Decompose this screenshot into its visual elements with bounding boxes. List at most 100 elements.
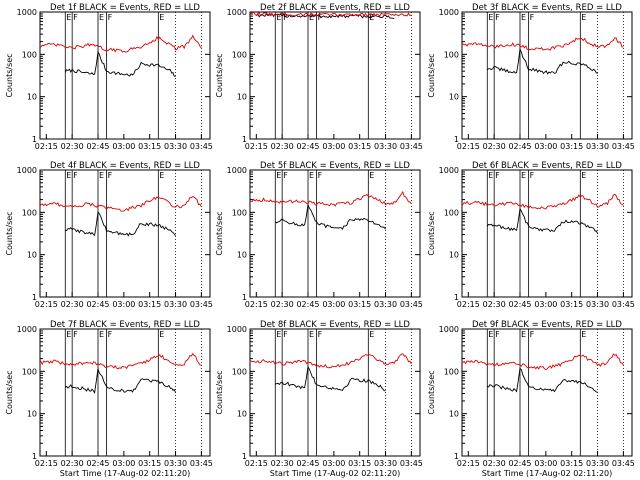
y-tick-label: 100 [22,208,37,217]
interval-marker-label: E [99,171,104,180]
interval-marker-label: F [530,171,535,180]
lld-series-line [249,353,412,369]
plot-frame [249,328,421,457]
interval-marker-label: E [309,13,314,22]
interval-marker-label: E [276,13,281,22]
y-tick-label: 100 [22,367,37,376]
y-tick-label: 100 [444,367,459,376]
interval-marker-label: F [318,13,323,22]
y-tick-label: 1 [242,135,247,144]
x-tick-label: 03:15 [138,142,161,151]
interval-marker-label: E [369,13,374,22]
interval-marker-label: E [159,13,164,22]
interval-marker-label: F [73,330,78,339]
y-tick-label: 10 [27,251,37,260]
y-tick-label: 1000 [227,166,247,175]
lld-series-line [461,37,624,51]
panel-title: Det 6f BLACK = Events, RED = LLD [472,161,622,171]
y-tick-label: 10 [449,410,459,419]
x-tick-label: 02:45 [508,459,531,468]
y-tick-label: 100 [232,208,247,217]
x-tick-label: 03:00 [322,459,345,468]
x-tick-label: 03:15 [138,459,161,468]
x-tick-label: 03:30 [164,142,187,151]
x-tick-label: 03:30 [374,459,397,468]
x-tick-label: 02:45 [86,459,109,468]
x-axis-label: Start Time (17-Aug-02 02:11:20) [482,469,613,478]
events-series-line [65,210,176,237]
chart-panel-8: Det 8f BLACK = Events, RED = LLD 1 10 100 10… [215,320,423,478]
interval-marker-label: E [521,330,526,339]
x-tick-label: 02:30 [271,459,294,468]
interval-marker-label: E [521,13,526,22]
x-tick-label: 03:30 [586,459,609,468]
panel-title: Det 8f BLACK = Events, RED = LLD [260,320,410,330]
y-axis-label: Counts/sec [215,53,224,97]
x-tick-label: 03:00 [112,142,135,151]
interval-marker-label: E [488,13,493,22]
y-tick-label: 100 [232,50,247,59]
x-tick-label: 03:00 [112,459,135,468]
interval-marker-label: E [66,13,71,22]
x-tick-label: 03:45 [190,459,213,468]
x-tick-label: 02:45 [508,142,531,151]
x-tick-label: 02:15 [35,300,58,309]
interval-marker-label: F [73,171,78,180]
interval-marker-label: E [581,13,586,22]
lld-series-line [39,352,202,370]
y-axis-label: Counts/sec [427,211,436,255]
y-tick-label: 100 [444,50,459,59]
plot-frame [39,169,211,298]
y-axis-label: Counts/sec [5,53,14,97]
x-tick-label: 03:30 [164,459,187,468]
chart-panel-6: Det 6f BLACK = Events, RED = LLD 1 10 100 10… [427,161,635,309]
x-tick-label: 02:30 [483,300,506,309]
interval-marker-label: F [108,13,113,22]
panel-title: Det 4f BLACK = Events, RED = LLD [50,161,200,171]
x-tick-label: 03:00 [534,300,557,309]
x-tick-label: 02:15 [457,142,480,151]
x-tick-label: 03:45 [190,300,213,309]
lld-series-line [249,11,412,17]
x-tick-label: 03:00 [322,142,345,151]
x-tick-label: 02:30 [61,142,84,151]
interval-marker-label: F [73,13,78,22]
interval-marker-label: E [581,330,586,339]
y-tick-label: 1000 [439,166,459,175]
x-tick-label: 03:00 [112,300,135,309]
x-tick-label: 02:15 [457,459,480,468]
events-series-line [487,47,598,75]
panel-title: Det 7f BLACK = Events, RED = LLD [50,320,200,330]
interval-marker-label: F [283,13,288,22]
x-tick-label: 03:30 [374,300,397,309]
interval-marker-label: F [283,330,288,339]
interval-marker-label: E [159,171,164,180]
y-tick-label: 1000 [17,8,37,17]
lld-series-line [461,193,624,210]
panel-title: Det 5f BLACK = Events, RED = LLD [260,161,410,171]
chart-panel-5: Det 5f BLACK = Events, RED = LLD 1 10 100 10… [215,161,423,309]
y-axis-label: Counts/sec [215,370,224,414]
x-tick-label: 02:45 [296,459,319,468]
events-series-line [486,207,598,234]
chart-panel-4: Det 4f BLACK = Events, RED = LLD 1 10 100 10… [5,161,213,309]
panel-title: Det 3f BLACK = Events, RED = LLD [472,3,622,13]
chart-panel-1: Det 1f BLACK = Events, RED = LLD 1 10 100 10… [5,3,213,151]
lld-series-line [249,190,412,207]
y-tick-label: 10 [237,410,247,419]
x-tick-label: 02:30 [61,300,84,309]
interval-marker-label: E [276,171,281,180]
y-tick-label: 100 [22,50,37,59]
x-tick-label: 02:15 [245,142,268,151]
x-tick-label: 03:15 [560,300,583,309]
x-axis-label: Start Time (17-Aug-02 02:11:20) [60,469,191,478]
x-tick-label: 02:15 [245,300,268,309]
chart-panel-2: Det 2f BLACK = Events, RED = LLD 1 10 100 10… [215,3,423,151]
interval-marker-label: E [99,13,104,22]
interval-marker-label: E [369,330,374,339]
y-tick-label: 100 [444,208,459,217]
x-tick-label: 03:00 [534,459,557,468]
events-series-line [487,367,598,393]
y-tick-label: 1 [32,452,37,461]
